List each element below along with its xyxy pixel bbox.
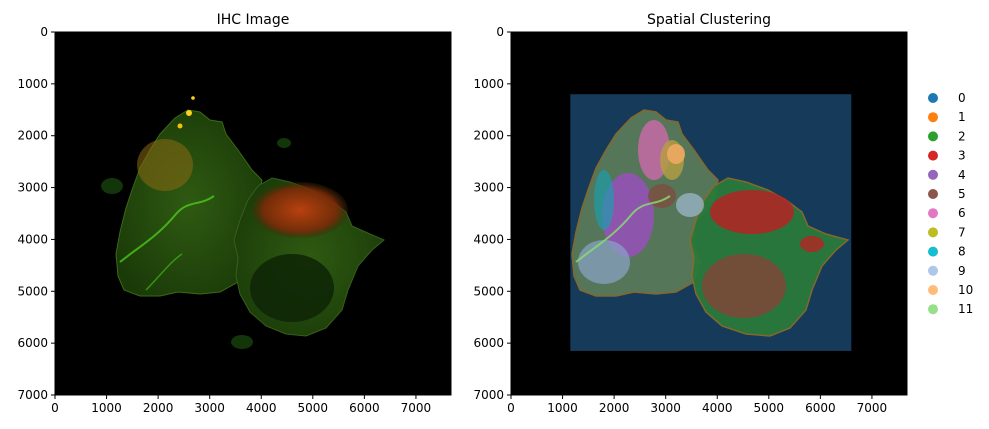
clustering-y-axis: 0 1000 2000 3000 4000 5000 6000 7000 [473,25,511,402]
cluster-red-region [710,190,794,234]
ihc-yellow-spot [186,110,192,116]
legend-marker-0 [928,93,938,103]
legend-label-7: 7 [958,225,966,239]
clustering-x-tick-label: 3000 [650,401,681,415]
spatial-clustering-panel: Spatial Clustering 0 1000 2000 3000 4000 5000… [473,12,973,415]
cluster-red-small-region [800,236,824,252]
clustering-y-tick-label: 5000 [473,284,504,298]
cluster-purple-region [602,173,654,257]
ihc-tissue [101,96,385,349]
ihc-y-axis: 0 1000 2000 3000 4000 5000 6000 7000 [17,25,55,402]
clustering-x-tick-label: 1000 [547,401,578,415]
legend-marker-5 [928,189,938,199]
clustering-y-tick-label: 6000 [473,336,504,350]
cluster-lightblue-region [578,240,630,284]
legend-marker-8 [928,246,938,257]
ihc-dark-region [250,254,334,322]
clustering-y-tick-label: 1000 [473,77,504,91]
legend-marker-10 [928,285,938,295]
cluster-orange-light-region [667,144,685,164]
ihc-x-axis: 0 1000 2000 3000 4000 5000 6000 7000 [51,395,431,415]
ihc-image-frame [54,31,452,396]
legend-label-9: 9 [958,264,966,278]
legend-marker-2 [928,131,938,142]
ihc-y-tick-label: 3000 [17,181,48,195]
ihc-y-tick-label: 4000 [17,232,48,246]
clustering-y-tick-label: 2000 [473,129,504,143]
clustering-x-tick-label: 7000 [857,401,888,415]
ihc-x-tick-label: 0 [51,401,59,415]
ihc-red-region [252,182,348,238]
legend-label-4: 4 [958,168,966,182]
ihc-x-tick-label: 3000 [194,401,225,415]
clustering-y-tick-label: 4000 [473,232,504,246]
ihc-orange-region [137,139,193,191]
clustering-x-tick-label: 2000 [599,401,630,415]
ihc-green-streak [119,195,215,263]
clustering-x-tick-label: 0 [507,401,515,415]
legend-label-0: 0 [958,91,966,105]
ihc-x-tick-label: 1000 [91,401,122,415]
ihc-image-title: IHC Image [217,12,290,28]
ihc-fragment-mid [277,138,291,148]
legend-marker-1 [928,112,938,123]
ihc-x-tick-label: 7000 [401,401,432,415]
ihc-y-tick-label: 1000 [17,77,48,91]
legend-marker-11 [928,304,938,315]
legend-marker-7 [928,227,938,238]
ihc-y-tick-label: 5000 [17,284,48,298]
ihc-green-streak-2 [145,253,183,291]
legend-label-10: 10 [958,283,973,297]
legend-label-6: 6 [958,206,966,220]
legend-label-2: 2 [958,129,966,143]
ihc-yellow-spot-3 [191,96,195,100]
ihc-y-tick-label: 6000 [17,336,48,350]
ihc-y-tick-label: 0 [40,25,48,39]
legend-label-8: 8 [958,245,966,259]
legend-marker-3 [928,150,938,161]
clustering-x-tick-label: 4000 [702,401,733,415]
cluster-lightblue-region-2 [676,193,704,217]
clustering-y-tick-label: 3000 [473,181,504,195]
legend-label-11: 11 [958,302,973,316]
clustering-x-tick-label: 6000 [805,401,836,415]
ihc-fragment-bottom [231,335,253,349]
cluster-legend: 0 1 2 3 4 5 6 7 8 9 10 11 [928,91,973,316]
cluster-teal-region [594,170,614,230]
clustering-y-tick-label: 0 [496,25,504,39]
cluster-brown-region [702,254,786,318]
ihc-x-tick-label: 4000 [246,401,277,415]
ihc-y-tick-label: 2000 [17,129,48,143]
clustering-x-axis: 0 1000 2000 3000 4000 5000 6000 7000 [507,395,887,415]
cluster-green-streak [575,195,671,263]
clustering-y-tick-label: 7000 [473,388,504,402]
ihc-x-tick-label: 6000 [349,401,380,415]
ihc-x-tick-label: 5000 [298,401,329,415]
ihc-x-tick-label: 2000 [143,401,174,415]
legend-marker-6 [928,208,938,219]
legend-label-3: 3 [958,149,966,163]
cluster-brown-region-left [648,184,676,208]
spatial-clustering-title: Spatial Clustering [647,12,771,28]
clustering-frame [510,31,908,396]
legend-marker-4 [928,169,938,180]
ihc-image-panel: IHC Image 0 1000 2000 3000 4000 5000 6000 7 [17,12,452,415]
clustering-x-tick-label: 5000 [754,401,785,415]
ihc-fragment-left [101,178,123,194]
legend-label-1: 1 [958,110,966,124]
ihc-y-tick-label: 7000 [17,388,48,402]
legend-label-5: 5 [958,187,966,201]
legend-marker-9 [928,265,938,276]
ihc-yellow-spot-2 [177,123,183,129]
